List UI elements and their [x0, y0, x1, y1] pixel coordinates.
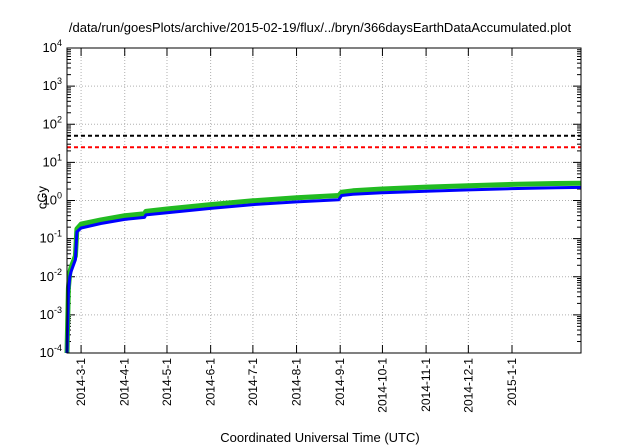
x-tick-label: 2015-1-1	[505, 358, 519, 406]
chart-title: /data/run/goesPlots/archive/2015-02-19/f…	[68, 20, 572, 35]
y-tick-label: 10-4	[40, 343, 62, 360]
x-tick-label: 2014-9-1	[333, 358, 347, 406]
x-tick-label: 2014-3-1	[74, 358, 88, 406]
plot-frame	[66, 47, 582, 354]
y-tick-label: 101	[43, 152, 62, 169]
x-tick-label: 2014-11-1	[419, 358, 433, 412]
y-tick-label: 102	[43, 114, 62, 131]
y-tick-label: 10-1	[40, 229, 62, 246]
data-series-line	[64, 180, 582, 354]
x-tick-label: 2014-6-1	[204, 358, 218, 406]
x-tick-label: 2014-12-1	[461, 358, 475, 413]
y-tick-label: 100	[43, 191, 62, 208]
x-tick-label: 2014-10-1	[375, 358, 389, 413]
y-tick-label: 103	[43, 76, 62, 93]
x-tick-label: 2014-5-1	[160, 358, 174, 406]
x-tick-label: 2014-7-1	[246, 358, 260, 406]
y-axis-label: cGy	[34, 185, 50, 210]
y-tick-label: 10-2	[40, 267, 62, 284]
x-axis-label: Coordinated Universal Time (UTC)	[220, 430, 420, 445]
x-tick-label: 2014-4-1	[118, 358, 132, 406]
y-tick-label: 10-3	[40, 305, 62, 322]
y-tick-label: 104	[43, 38, 62, 55]
data-series-line	[65, 185, 582, 354]
x-tick-label: 2014-8-1	[290, 358, 304, 406]
